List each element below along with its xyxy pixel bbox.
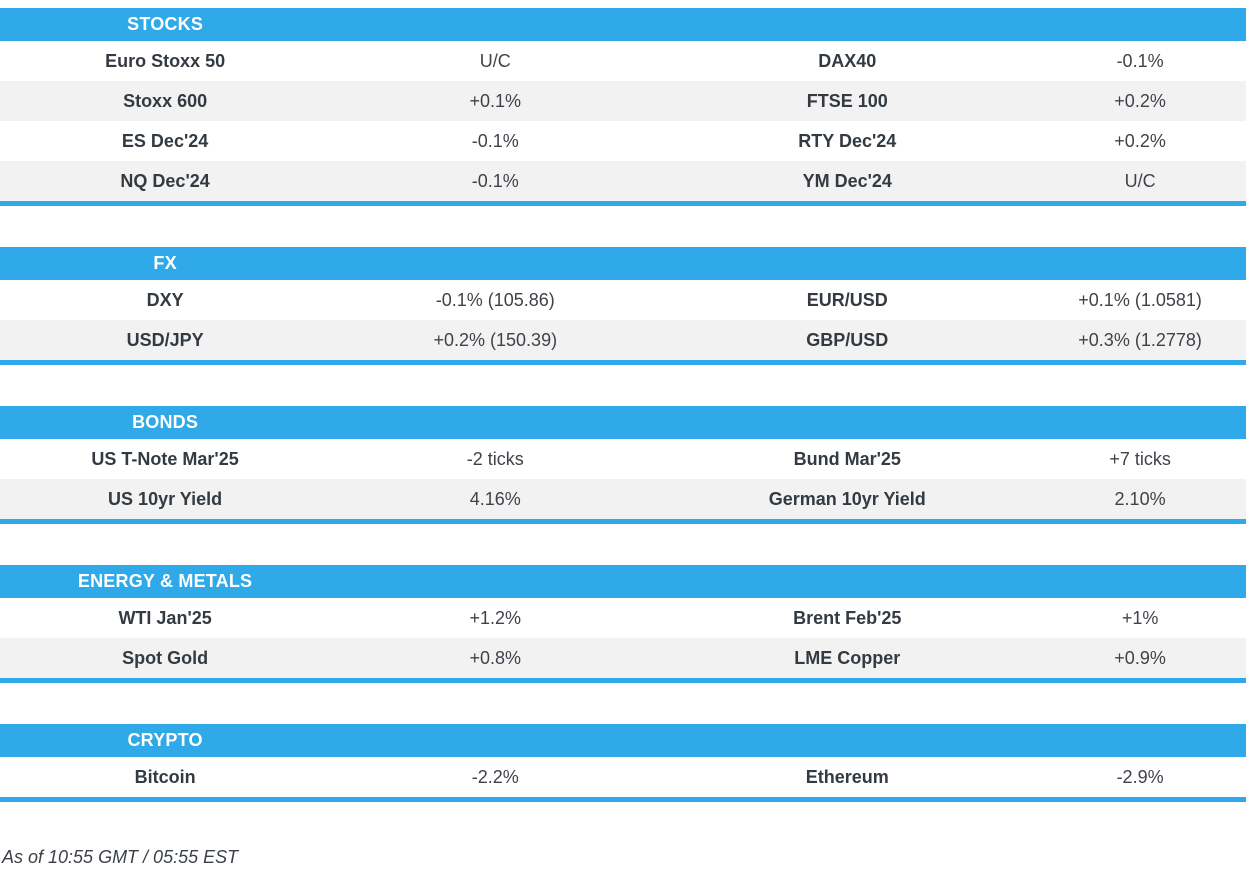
- section-fx: FX DXY -0.1% (105.86) EUR/USD +0.1% (1.0…: [0, 247, 1246, 365]
- instrument-value: +0.2%: [1114, 130, 1166, 151]
- section-divider: [0, 360, 1246, 365]
- instrument-label: EUR/USD: [806, 289, 888, 310]
- instrument-label: ES Dec'24: [121, 130, 209, 151]
- market-row: DXY -0.1% (105.86) EUR/USD +0.1% (1.0581…: [0, 280, 1246, 320]
- instrument-value: -0.1%: [1116, 50, 1164, 71]
- instrument-value: U/C: [1124, 170, 1156, 191]
- instrument-label: DAX40: [818, 50, 877, 71]
- section-header: BONDS: [0, 406, 1246, 439]
- instrument-label: WTI Jan'25: [118, 607, 212, 628]
- instrument-label: LME Copper: [794, 647, 901, 668]
- instrument-value: U/C: [479, 50, 511, 71]
- section-title: STOCKS: [127, 14, 204, 34]
- instrument-value: +0.3% (1.2778): [1078, 329, 1202, 350]
- instrument-label: Euro Stoxx 50: [105, 50, 226, 71]
- section-title: ENERGY & METALS: [77, 571, 253, 591]
- section-divider: [0, 797, 1246, 802]
- instrument-value: 2.10%: [1114, 488, 1166, 509]
- instrument-label: Bund Mar'25: [793, 448, 901, 469]
- instrument-value: -2.9%: [1116, 766, 1164, 787]
- instrument-value: -2 ticks: [466, 448, 524, 469]
- instrument-label: NQ Dec'24: [120, 170, 210, 191]
- instrument-label: USD/JPY: [126, 329, 204, 350]
- section-divider: [0, 201, 1246, 206]
- market-row: Stoxx 600 +0.1% FTSE 100 +0.2%: [0, 81, 1246, 121]
- instrument-value: -0.1%: [471, 130, 519, 151]
- instrument-value: +1.2%: [469, 607, 522, 628]
- instrument-value: +0.2%: [1114, 90, 1166, 111]
- top-spacer: [0, 0, 1246, 8]
- instrument-value: +0.8%: [469, 647, 522, 668]
- instrument-label: Stoxx 600: [123, 90, 208, 111]
- instrument-label: US 10yr Yield: [108, 488, 223, 509]
- section-divider: [0, 519, 1246, 524]
- instrument-value: +1%: [1121, 607, 1159, 628]
- section-bonds: BONDS US T-Note Mar'25 -2 ticks Bund Mar…: [0, 406, 1246, 524]
- market-row: US T-Note Mar'25 -2 ticks Bund Mar'25 +7…: [0, 439, 1246, 479]
- market-row: Euro Stoxx 50 U/C DAX40 -0.1%: [0, 41, 1246, 81]
- market-row: NQ Dec'24 -0.1% YM Dec'24 U/C: [0, 161, 1246, 201]
- instrument-value: -0.1% (105.86): [435, 289, 555, 310]
- section-energy-metals: ENERGY & METALS WTI Jan'25 +1.2% Brent F…: [0, 565, 1246, 683]
- instrument-label: Bitcoin: [134, 766, 196, 787]
- instrument-value: -2.2%: [471, 766, 519, 787]
- instrument-label: GBP/USD: [806, 329, 889, 350]
- instrument-value: 4.16%: [469, 488, 521, 509]
- section-header: FX: [0, 247, 1246, 280]
- section-title: FX: [153, 253, 177, 273]
- instrument-value: +0.2% (150.39): [433, 329, 558, 350]
- section-header: STOCKS: [0, 8, 1246, 41]
- section-title: BONDS: [132, 412, 199, 432]
- instrument-value: +7 ticks: [1109, 448, 1171, 469]
- section-header: ENERGY & METALS: [0, 565, 1246, 598]
- instrument-label: Brent Feb'25: [793, 607, 902, 628]
- section-crypto: CRYPTO Bitcoin -2.2% Ethereum -2.9%: [0, 724, 1246, 802]
- section-header: CRYPTO: [0, 724, 1246, 757]
- instrument-label: FTSE 100: [806, 90, 888, 111]
- market-row: ES Dec'24 -0.1% RTY Dec'24 +0.2%: [0, 121, 1246, 161]
- instrument-label: Spot Gold: [122, 647, 209, 668]
- section-stocks: STOCKS Euro Stoxx 50 U/C DAX40 -0.1% Sto…: [0, 8, 1246, 206]
- section-title: CRYPTO: [127, 730, 203, 750]
- market-row: WTI Jan'25 +1.2% Brent Feb'25 +1%: [0, 598, 1246, 638]
- instrument-label: US T-Note Mar'25: [91, 448, 239, 469]
- market-row: Spot Gold +0.8% LME Copper +0.9%: [0, 638, 1246, 678]
- market-row: Bitcoin -2.2% Ethereum -2.9%: [0, 757, 1246, 797]
- market-row: USD/JPY +0.2% (150.39) GBP/USD +0.3% (1.…: [0, 320, 1246, 360]
- instrument-label: YM Dec'24: [802, 170, 892, 191]
- instrument-value: +0.9%: [1114, 647, 1166, 668]
- instrument-label: German 10yr Yield: [768, 488, 926, 509]
- instrument-value: +0.1%: [469, 90, 522, 111]
- section-divider: [0, 678, 1246, 683]
- instrument-label: RTY Dec'24: [798, 130, 897, 151]
- instrument-value: +0.1% (1.0581): [1078, 289, 1202, 310]
- market-row: US 10yr Yield 4.16% German 10yr Yield 2.…: [0, 479, 1246, 519]
- instrument-label: DXY: [146, 289, 184, 310]
- instrument-label: Ethereum: [805, 766, 889, 787]
- as-of-timestamp: As of 10:55 GMT / 05:55 EST: [2, 847, 239, 867]
- instrument-value: -0.1%: [471, 170, 519, 191]
